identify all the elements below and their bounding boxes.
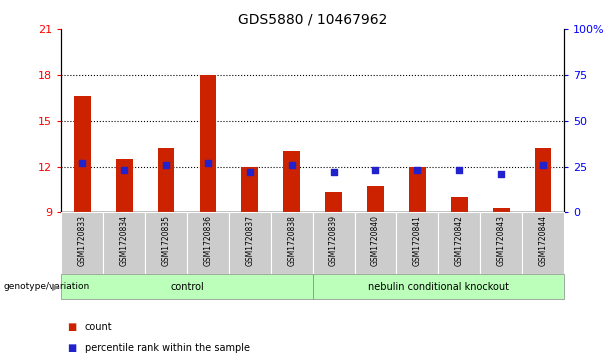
Text: GSM1720840: GSM1720840 xyxy=(371,215,380,266)
Text: GSM1720841: GSM1720841 xyxy=(413,215,422,266)
Bar xyxy=(397,212,438,274)
Text: GSM1720836: GSM1720836 xyxy=(204,215,213,266)
Bar xyxy=(325,192,342,212)
Bar xyxy=(158,148,175,212)
Bar xyxy=(283,151,300,212)
Text: GSM1720837: GSM1720837 xyxy=(245,215,254,266)
Point xyxy=(119,167,129,173)
Text: GSM1720842: GSM1720842 xyxy=(455,215,464,266)
Bar xyxy=(187,212,229,274)
Point xyxy=(454,167,464,173)
Text: GSM1720834: GSM1720834 xyxy=(120,215,129,266)
Bar xyxy=(145,212,187,274)
Bar xyxy=(116,159,132,212)
Bar xyxy=(199,75,216,212)
Title: GDS5880 / 10467962: GDS5880 / 10467962 xyxy=(238,12,387,26)
Bar xyxy=(480,212,522,274)
Text: GSM1720844: GSM1720844 xyxy=(538,215,547,266)
Bar xyxy=(535,148,552,212)
Text: GSM1720833: GSM1720833 xyxy=(78,215,87,266)
Bar xyxy=(522,212,564,274)
Point xyxy=(77,160,87,166)
Text: GSM1720838: GSM1720838 xyxy=(287,215,296,266)
Point xyxy=(161,162,171,168)
Text: ■: ■ xyxy=(67,343,77,354)
Text: nebulin conditional knockout: nebulin conditional knockout xyxy=(368,282,509,292)
Bar xyxy=(103,212,145,274)
Bar xyxy=(229,212,271,274)
Text: GSM1720843: GSM1720843 xyxy=(497,215,506,266)
Bar xyxy=(354,212,397,274)
Text: genotype/variation: genotype/variation xyxy=(3,282,89,291)
Bar xyxy=(242,167,258,212)
Text: ■: ■ xyxy=(67,322,77,332)
Text: GSM1720835: GSM1720835 xyxy=(161,215,170,266)
Bar xyxy=(61,274,313,299)
Point xyxy=(287,162,297,168)
Bar xyxy=(493,208,509,212)
Bar xyxy=(74,96,91,212)
Point xyxy=(496,171,506,177)
Bar xyxy=(271,212,313,274)
Point xyxy=(245,169,255,175)
Bar xyxy=(409,167,425,212)
Text: percentile rank within the sample: percentile rank within the sample xyxy=(85,343,249,354)
Point xyxy=(413,167,422,173)
Point xyxy=(370,167,380,173)
Point xyxy=(203,160,213,166)
Bar xyxy=(367,186,384,212)
Text: GSM1720839: GSM1720839 xyxy=(329,215,338,266)
Point xyxy=(538,162,548,168)
Text: control: control xyxy=(170,282,204,292)
Bar xyxy=(61,212,103,274)
Bar xyxy=(451,197,468,212)
Point xyxy=(329,169,338,175)
Bar xyxy=(313,274,564,299)
Text: count: count xyxy=(85,322,112,332)
Text: ▶: ▶ xyxy=(52,282,59,292)
Bar xyxy=(438,212,480,274)
Bar xyxy=(313,212,354,274)
